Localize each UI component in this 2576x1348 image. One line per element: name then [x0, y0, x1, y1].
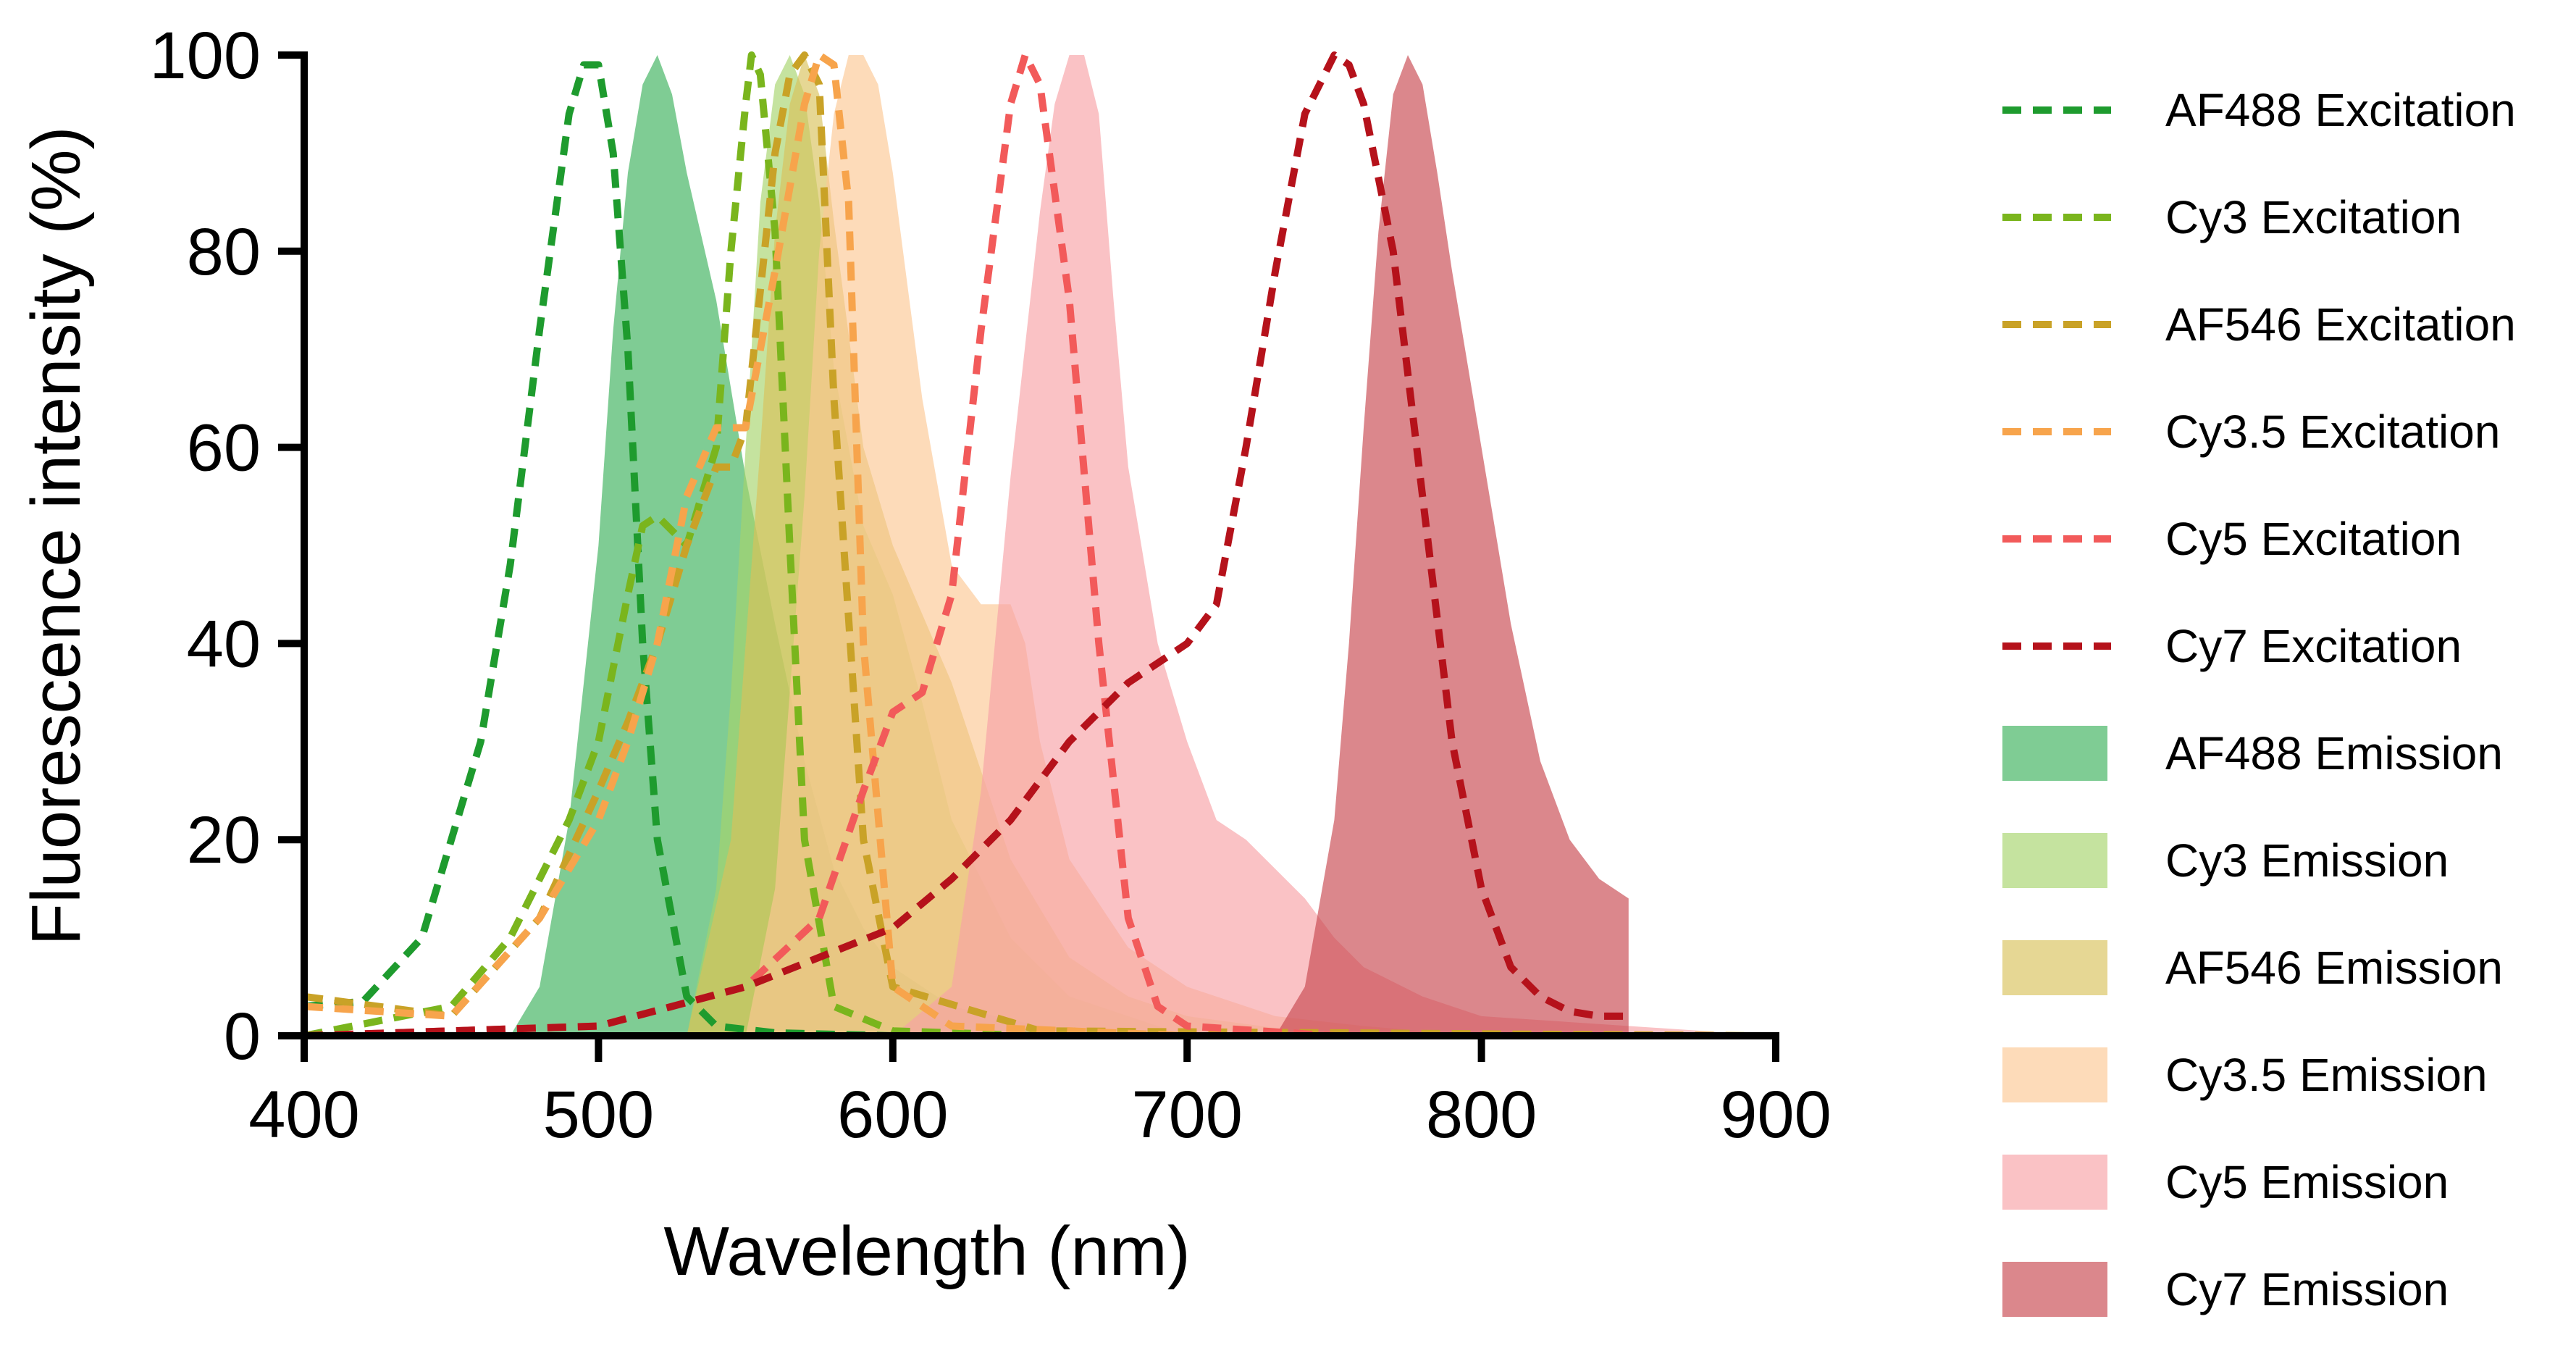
y-tick-label: 60	[187, 411, 261, 485]
legend-item-af488-emission: AF488 Emission	[2002, 726, 2503, 781]
legend-label: AF546 Emission	[2165, 942, 2503, 994]
legend-item-cy3-5-excitation: Cy3.5 Excitation	[2002, 406, 2500, 458]
legend-swatch	[2002, 940, 2107, 995]
legend-item-cy7-emission: Cy7 Emission	[2002, 1262, 2449, 1317]
legend-item-af546-emission: AF546 Emission	[2002, 940, 2503, 995]
x-tick-label: 600	[837, 1078, 949, 1152]
x-tick-label: 500	[543, 1078, 655, 1152]
axes: 400 500 600 700 800 900 0 20 40 60 80 100	[150, 19, 1832, 1152]
series-line-cy5-excitation	[303, 51, 1776, 1039]
legend-label: AF488 Emission	[2165, 727, 2503, 779]
series-line-cy3-excitation	[303, 51, 1776, 1039]
y-tick-label: 20	[187, 803, 261, 877]
x-tick-label: 800	[1426, 1078, 1537, 1152]
legend-item-cy3-5-emission: Cy3.5 Emission	[2002, 1047, 2488, 1102]
x-tick-label: 900	[1720, 1078, 1832, 1152]
series-area-cy5-emission	[304, 55, 1776, 1036]
legend-label: Cy3 Emission	[2165, 834, 2449, 887]
x-tick-label: 700	[1131, 1078, 1243, 1152]
legend-item-af546-excitation: AF546 Excitation	[2002, 298, 2516, 351]
y-tick-label: 80	[187, 215, 261, 289]
y-ticks: 0 20 40 60 80 100	[150, 19, 304, 1073]
legend-swatch	[2002, 1262, 2107, 1317]
legend-label: Cy7 Emission	[2165, 1263, 2449, 1315]
legend-item-cy7-excitation: Cy7 Excitation	[2002, 620, 2462, 672]
legend-label: AF488 Excitation	[2165, 84, 2516, 136]
legend-label: Cy5 Excitation	[2165, 513, 2462, 565]
series-line-cy7-excitation	[303, 51, 1629, 1039]
series-area-af488-emission	[304, 55, 1776, 1036]
series-line-af488-excitation	[303, 61, 1776, 1039]
legend-swatch	[2002, 726, 2107, 781]
legend-swatch	[2002, 1155, 2107, 1210]
y-axis-title: Fluorescence intensity (%)	[17, 126, 95, 945]
legend-label: Cy5 Emission	[2165, 1156, 2449, 1208]
legend-item-af488-excitation: AF488 Excitation	[2002, 84, 2516, 136]
y-tick-label: 40	[187, 607, 261, 681]
plot-area	[303, 51, 1776, 1039]
y-tick-label: 0	[224, 1000, 261, 1073]
legend-label: AF546 Excitation	[2165, 298, 2516, 351]
y-tick-label: 100	[150, 19, 261, 93]
legend: AF488 Excitation Cy3 Excitation AF546 Exci…	[2002, 84, 2516, 1317]
x-ticks: 400 500 600 700 800 900	[248, 1036, 1832, 1152]
x-tick-label: 400	[248, 1078, 360, 1152]
legend-swatch	[2002, 1047, 2107, 1102]
legend-item-cy3-emission: Cy3 Emission	[2002, 833, 2449, 888]
legend-label: Cy3 Excitation	[2165, 191, 2462, 243]
legend-label: Cy3.5 Emission	[2165, 1049, 2488, 1101]
x-axis-title: Wavelength (nm)	[663, 1213, 1190, 1290]
legend-label: Cy3.5 Excitation	[2165, 406, 2500, 458]
legend-item-cy5-excitation: Cy5 Excitation	[2002, 513, 2462, 565]
legend-label: Cy7 Excitation	[2165, 620, 2462, 672]
legend-item-cy5-emission: Cy5 Emission	[2002, 1155, 2449, 1210]
legend-item-cy3-excitation: Cy3 Excitation	[2002, 191, 2462, 243]
legend-swatch	[2002, 833, 2107, 888]
